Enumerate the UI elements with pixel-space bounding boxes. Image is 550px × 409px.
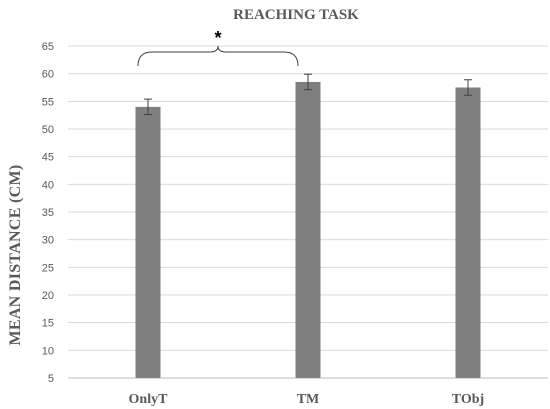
x-tick-labels: OnlyT TM TObj — [129, 392, 485, 407]
significance-annotation: * — [137, 28, 299, 67]
y-tick-label: 5 — [48, 373, 54, 385]
y-axis-label: MEAN DISTANCE (CM) — [7, 164, 24, 345]
y-tick-label: 15 — [42, 318, 54, 330]
y-tick-label: 30 — [42, 235, 54, 247]
x-tick-label: OnlyT — [129, 392, 169, 407]
x-tick-label: TObj — [452, 392, 484, 407]
y-tick-label: 20 — [42, 290, 54, 302]
y-tick-label: 45 — [42, 152, 54, 164]
y-tick-label: 25 — [42, 262, 54, 274]
y-tick-label: 35 — [42, 207, 54, 219]
y-tick-label: 10 — [42, 345, 54, 357]
y-tick-label: 65 — [42, 41, 54, 53]
y-tick-label: 40 — [42, 179, 54, 191]
y-tick-label: 50 — [42, 124, 54, 136]
chart-title: REACHING TASK — [233, 7, 359, 23]
x-tick-label: TM — [297, 392, 320, 407]
significance-star: * — [214, 28, 221, 48]
bar — [455, 87, 481, 378]
bar — [295, 81, 321, 378]
significance-bracket — [137, 45, 299, 67]
y-tick-label: 60 — [42, 69, 54, 81]
bars — [135, 73, 481, 378]
y-tick-label: 55 — [42, 96, 54, 108]
bar — [135, 106, 161, 378]
y-tick-labels: 5 10 15 20 25 30 35 40 45 50 55 60 65 — [42, 41, 54, 385]
